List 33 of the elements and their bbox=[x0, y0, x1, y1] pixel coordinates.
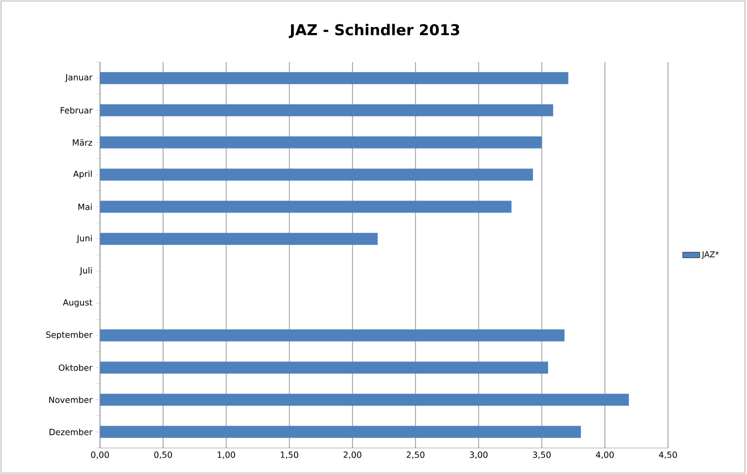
y-tick-label: Juni bbox=[76, 234, 92, 243]
x-tick-label: 3,00 bbox=[470, 452, 488, 459]
bar bbox=[100, 168, 533, 181]
bar bbox=[100, 72, 568, 84]
y-tick-label: Dezember bbox=[50, 428, 92, 436]
y-tick-label: September bbox=[46, 331, 92, 340]
x-tick-label: 1,50 bbox=[280, 452, 298, 459]
x-tick-label: 3,50 bbox=[532, 452, 551, 459]
y-tick-label: Mai bbox=[78, 203, 92, 210]
bar bbox=[100, 136, 542, 148]
x-tick-label: 0,00 bbox=[91, 452, 109, 459]
x-tick-label: 4,50 bbox=[658, 452, 677, 459]
bar bbox=[100, 329, 565, 342]
bar bbox=[100, 362, 548, 374]
x-tick-label: 4,00 bbox=[596, 452, 614, 459]
y-tick-label: Oktober bbox=[58, 364, 92, 371]
y-tick-label: Juli bbox=[79, 267, 92, 276]
y-tick-label: April bbox=[73, 170, 92, 179]
y-tick-label: November bbox=[49, 396, 92, 404]
x-tick-label: 2,50 bbox=[406, 452, 424, 459]
y-tick-label: März bbox=[72, 139, 92, 146]
y-tick-label: August bbox=[62, 299, 92, 308]
x-tick-label: 0,50 bbox=[154, 452, 172, 459]
y-tick-label: Februar bbox=[60, 106, 92, 114]
y-tick-label: Januar bbox=[64, 74, 92, 82]
x-tick-label: 2,00 bbox=[344, 452, 362, 459]
bar bbox=[100, 200, 512, 213]
bar bbox=[100, 426, 581, 438]
chart-title: JAZ - Schindler 2013 bbox=[288, 24, 460, 38]
bar bbox=[100, 104, 554, 116]
bar bbox=[100, 394, 629, 406]
x-tick-label: 1,00 bbox=[218, 452, 236, 459]
bar bbox=[100, 232, 378, 245]
